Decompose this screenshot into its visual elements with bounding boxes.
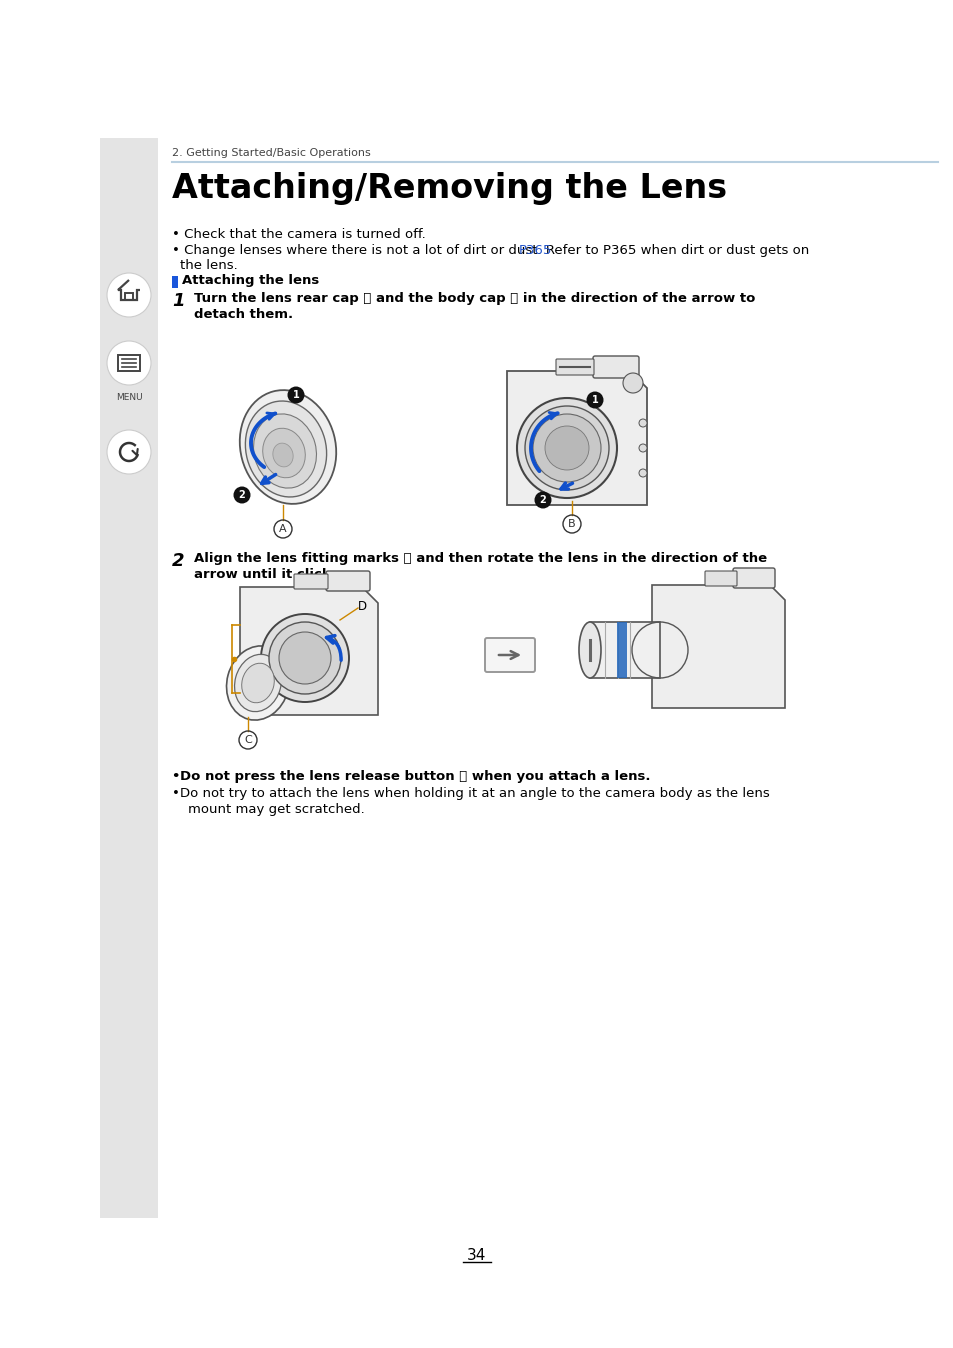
Text: 2: 2: [172, 551, 184, 570]
Ellipse shape: [273, 443, 293, 466]
FancyBboxPatch shape: [593, 356, 639, 377]
FancyBboxPatch shape: [484, 638, 535, 673]
Bar: [172, 276, 178, 288]
Polygon shape: [506, 371, 646, 506]
FancyBboxPatch shape: [326, 572, 370, 590]
Ellipse shape: [234, 654, 281, 712]
Text: Do not press the lens release button ⓓ when you attach a lens.: Do not press the lens release button ⓓ w…: [180, 770, 650, 783]
FancyBboxPatch shape: [294, 574, 328, 589]
Text: mount may get scratched.: mount may get scratched.: [188, 803, 364, 816]
Text: arrow until it clicks.: arrow until it clicks.: [193, 568, 343, 581]
Text: Align the lens fitting marks ⓒ and then rotate the lens in the direction of the: Align the lens fitting marks ⓒ and then …: [193, 551, 766, 565]
Circle shape: [534, 492, 551, 508]
Text: • Check that the camera is turned off.: • Check that the camera is turned off.: [172, 228, 425, 241]
Circle shape: [524, 406, 608, 491]
Text: D: D: [357, 600, 366, 612]
Circle shape: [107, 274, 151, 317]
Circle shape: [639, 469, 646, 477]
Text: B: B: [568, 519, 576, 528]
Text: •: •: [172, 787, 184, 799]
Text: 1: 1: [591, 395, 598, 404]
Circle shape: [533, 414, 600, 483]
Text: MENU: MENU: [115, 394, 142, 402]
Circle shape: [107, 341, 151, 386]
Text: 34: 34: [467, 1248, 486, 1263]
Circle shape: [261, 613, 349, 702]
Bar: [118, 355, 140, 371]
Circle shape: [622, 373, 642, 394]
Ellipse shape: [226, 646, 289, 720]
Polygon shape: [651, 585, 784, 708]
Text: •: •: [172, 770, 185, 783]
Text: Turn the lens rear cap ⓐ and the body cap ⓑ in the direction of the arrow to: Turn the lens rear cap ⓐ and the body ca…: [193, 293, 755, 305]
Ellipse shape: [578, 621, 600, 678]
Text: 1: 1: [172, 293, 184, 310]
Text: C: C: [244, 735, 252, 745]
Ellipse shape: [262, 429, 305, 477]
Text: • Change lenses where there is not a lot of dirt or dust. Refer to P365 when dir: • Change lenses where there is not a lot…: [172, 244, 808, 257]
Polygon shape: [240, 586, 377, 714]
Circle shape: [639, 419, 646, 427]
Text: the lens.: the lens.: [180, 259, 237, 272]
FancyBboxPatch shape: [732, 568, 774, 588]
Circle shape: [287, 387, 304, 403]
Circle shape: [517, 398, 617, 497]
Ellipse shape: [253, 414, 316, 488]
Text: Attaching/Removing the Lens: Attaching/Removing the Lens: [172, 173, 726, 205]
Circle shape: [639, 443, 646, 452]
Text: Do not try to attach the lens when holding it at an angle to the camera body as : Do not try to attach the lens when holdi…: [180, 787, 769, 799]
Text: 2: 2: [539, 495, 546, 506]
Text: 1: 1: [293, 390, 299, 400]
Text: Attaching the lens: Attaching the lens: [182, 274, 319, 287]
Bar: [589, 621, 659, 678]
Circle shape: [278, 632, 331, 683]
Circle shape: [233, 487, 251, 504]
Circle shape: [544, 426, 588, 470]
Ellipse shape: [245, 400, 326, 497]
Text: A: A: [279, 524, 287, 534]
Text: 2: 2: [238, 491, 245, 500]
Text: detach them.: detach them.: [193, 307, 293, 321]
Circle shape: [269, 621, 340, 694]
Text: 2. Getting Started/Basic Operations: 2. Getting Started/Basic Operations: [172, 148, 371, 158]
FancyBboxPatch shape: [556, 359, 594, 375]
FancyBboxPatch shape: [704, 572, 737, 586]
Bar: [617, 621, 626, 678]
Circle shape: [107, 430, 151, 474]
Text: P365: P365: [518, 244, 552, 257]
Bar: [125, 293, 132, 301]
Ellipse shape: [241, 663, 274, 702]
Bar: [100, 137, 158, 1219]
Circle shape: [586, 391, 603, 408]
Ellipse shape: [239, 390, 335, 504]
